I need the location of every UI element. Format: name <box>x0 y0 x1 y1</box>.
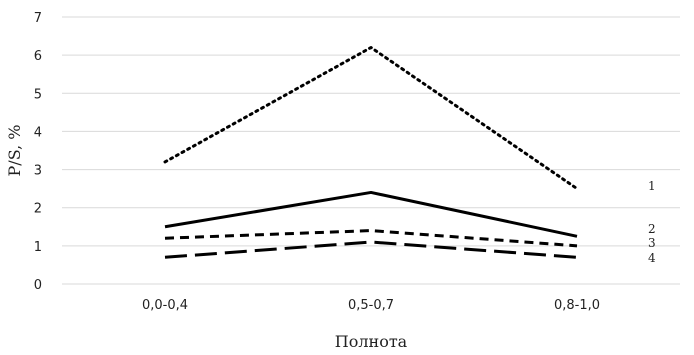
x-tick-label: 0,8-1,0 <box>554 298 600 313</box>
y-tick-label: 2 <box>34 202 42 217</box>
series-tag-2: 2 <box>648 222 656 236</box>
y-tick-label: 6 <box>34 49 42 64</box>
y-tick-label: 1 <box>34 240 42 255</box>
y-tick-labels: 0 1 2 3 4 5 6 7 <box>34 11 42 293</box>
series-lines <box>163 46 579 259</box>
y-tick-label: 3 <box>34 164 42 179</box>
series-line-3 <box>164 229 578 248</box>
x-tick-label: 0,5-0,7 <box>348 298 394 313</box>
series-line-2 <box>164 190 578 238</box>
series-tag-4: 4 <box>648 251 656 265</box>
x-tick-label: 0,0-0,4 <box>142 298 188 313</box>
grid-lines <box>62 16 680 285</box>
y-tick-label: 0 <box>34 278 42 293</box>
x-axis-title: Полнота <box>335 332 408 351</box>
series-tag-3: 3 <box>648 236 656 250</box>
x-tick-labels: 0,0-0,4 0,5-0,7 0,8-1,0 <box>142 298 600 313</box>
y-tick-label: 4 <box>34 125 42 140</box>
y-tick-label: 5 <box>34 87 42 102</box>
series-line-1 <box>163 46 579 191</box>
series-tag-1: 1 <box>648 179 656 193</box>
series-tags: 1 234 <box>648 179 656 265</box>
y-tick-label: 7 <box>34 11 42 26</box>
y-axis-title: P/S, % <box>5 125 24 177</box>
series-line-4 <box>164 240 578 259</box>
